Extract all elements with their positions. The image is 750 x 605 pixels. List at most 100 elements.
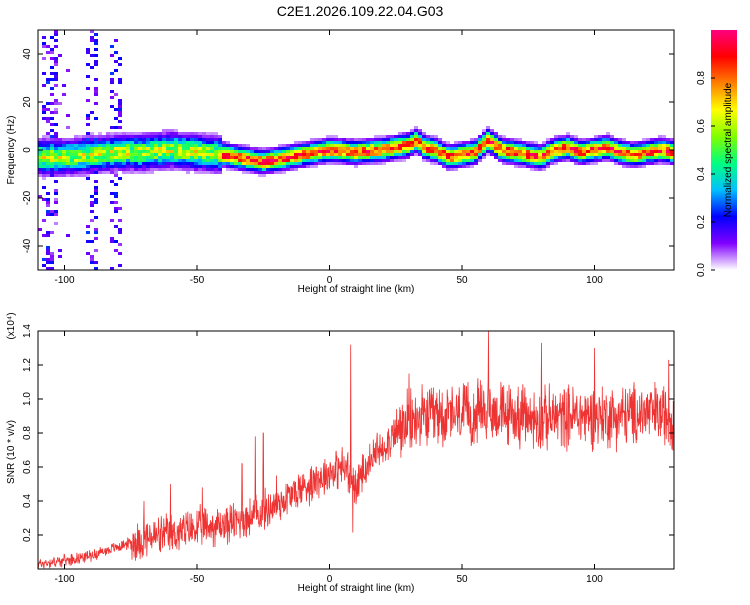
heatmap-cell (42, 45, 46, 48)
heatmap-cell (298, 165, 302, 168)
heatmap-cell (90, 156, 94, 159)
heatmap-cell (290, 153, 294, 156)
heatmap-cell (122, 168, 126, 171)
heatmap-cell (146, 132, 150, 135)
heatmap-cell (94, 39, 98, 42)
heatmap-cell (662, 144, 666, 147)
heatmap-cell (282, 144, 286, 147)
heatmap-cell (662, 153, 666, 156)
heatmap-cell (298, 141, 302, 144)
heatmap-cell (42, 150, 46, 153)
heatmap-cell (50, 267, 54, 270)
heatmap-cell (638, 144, 642, 147)
heatmap-cell (386, 147, 390, 150)
heatmap-cell (50, 66, 54, 69)
heatmap-cell (78, 144, 82, 147)
heatmap-cell (50, 252, 54, 255)
heatmap-cell (322, 138, 326, 141)
snr-y-tick-label: 1.0 (22, 392, 33, 406)
heatmap-cell (470, 165, 474, 168)
heatmap-cell (230, 153, 234, 156)
heatmap-cell (574, 144, 578, 147)
heatmap-cell (118, 219, 122, 222)
heatmap-cell (262, 150, 266, 153)
heatmap-cell (254, 156, 258, 159)
heatmap-cell (110, 168, 114, 171)
heatmap-cell (158, 144, 162, 147)
heatmap-cell (518, 150, 522, 153)
heatmap-cell (110, 156, 114, 159)
heatmap-cell (398, 156, 402, 159)
heatmap-cell (218, 153, 222, 156)
heatmap-cell (134, 132, 138, 135)
heatmap-cell (330, 141, 334, 144)
heatmap-cell (238, 168, 242, 171)
heatmap-cell (662, 138, 666, 141)
heatmap-cell (114, 126, 118, 129)
heatmap-cell (458, 150, 462, 153)
heatmap-cell (566, 156, 570, 159)
heatmap-cell (122, 162, 126, 165)
heatmap-cell (250, 171, 254, 174)
snr-y-tick-label: 0.6 (22, 460, 33, 474)
heatmap-cell (486, 153, 490, 156)
heatmap-cell (366, 147, 370, 150)
heatmap-cell (454, 153, 458, 156)
snr-line-layer (37, 330, 675, 569)
heatmap-cell (210, 168, 214, 171)
heatmap-cell (94, 135, 98, 138)
heatmap-cell (590, 141, 594, 144)
heatmap-cell (102, 153, 106, 156)
heatmap-cell (338, 159, 342, 162)
heatmap-cell (54, 156, 58, 159)
heatmap-cell (442, 156, 446, 159)
heatmap-cell (634, 162, 638, 165)
heatmap-cell (650, 138, 654, 141)
heatmap-cell (586, 156, 590, 159)
heatmap-cell (118, 63, 122, 66)
heatmap-cell (254, 153, 258, 156)
heatmap-cell (422, 138, 426, 141)
heatmap-cell (470, 153, 474, 156)
heatmap-cell (334, 138, 338, 141)
heatmap-cell (86, 153, 90, 156)
heatmap-cell (226, 165, 230, 168)
heatmap-cell (590, 147, 594, 150)
heatmap-cell (270, 147, 274, 150)
heatmap-cell (486, 129, 490, 132)
heatmap-cell (94, 231, 98, 234)
heatmap-cell (602, 135, 606, 138)
heatmap-cell (130, 153, 134, 156)
heatmap-cell (282, 168, 286, 171)
heatmap-cell (454, 144, 458, 147)
heatmap-cell (222, 150, 226, 153)
heatmap-cell (582, 162, 586, 165)
heatmap-cell (626, 162, 630, 165)
heatmap-cell (502, 141, 506, 144)
heatmap-cell (114, 153, 118, 156)
heatmap-cell (130, 147, 134, 150)
heatmap-cell (206, 141, 210, 144)
heatmap-cell (242, 150, 246, 153)
heatmap-cell (74, 141, 78, 144)
heatmap-cell (642, 150, 646, 153)
heatmap-cell (162, 159, 166, 162)
heatmap-cell (586, 159, 590, 162)
heatmap-cell (450, 150, 454, 153)
heatmap-cell (450, 147, 454, 150)
heatmap-cell (198, 135, 202, 138)
heatmap-cell (78, 168, 82, 171)
heatmap-cell (346, 138, 350, 141)
heatmap-cell (634, 156, 638, 159)
heatmap-cell (298, 147, 302, 150)
heatmap-cell (90, 210, 94, 213)
heatmap-cell (254, 171, 258, 174)
heatmap-cell (118, 168, 122, 171)
heatmap-cell (206, 162, 210, 165)
heatmap-cell (418, 135, 422, 138)
heatmap-cell (50, 258, 54, 261)
heatmap-cell (614, 156, 618, 159)
heatmap-cell (366, 159, 370, 162)
heatmap-cell (70, 147, 74, 150)
heatmap-cell (290, 162, 294, 165)
